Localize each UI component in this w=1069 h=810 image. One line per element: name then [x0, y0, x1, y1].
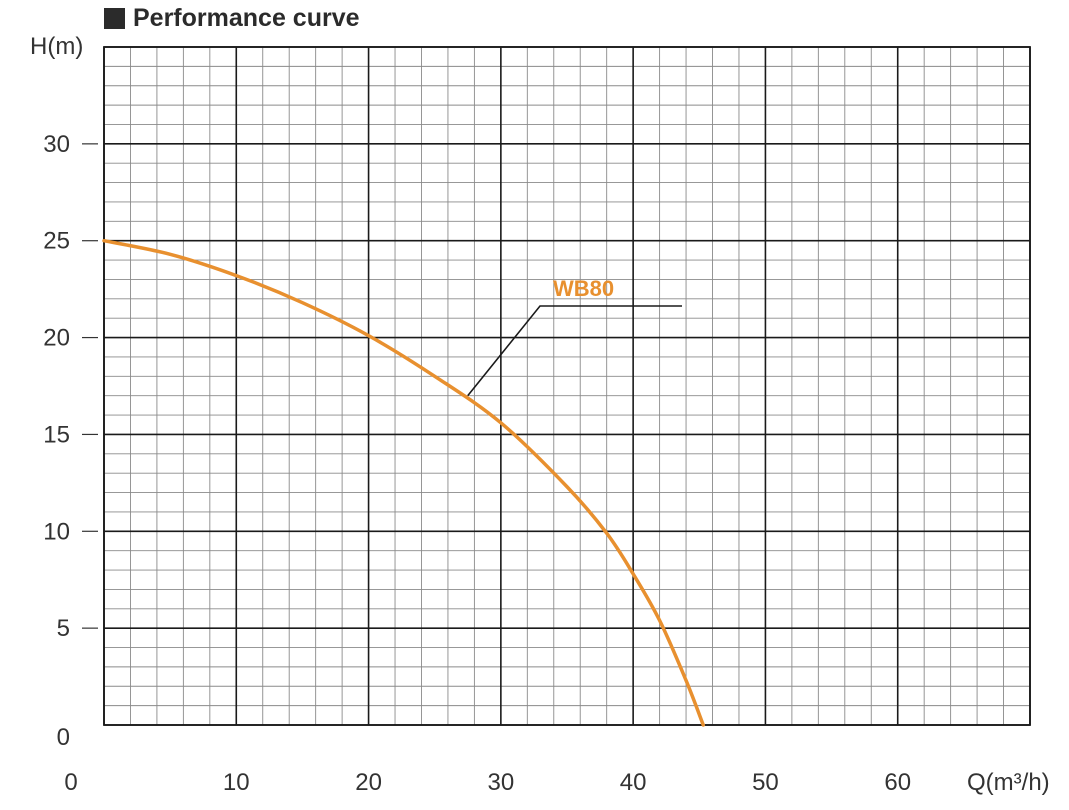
- y-axis-label: H(m): [30, 33, 83, 60]
- plot-area: [104, 47, 1030, 725]
- x-tick-label: 0: [64, 769, 77, 796]
- y-tick-label: 30: [43, 131, 70, 158]
- x-tick-label: 60: [884, 769, 911, 796]
- x-tick-label: 20: [355, 769, 382, 796]
- x-tick-label: 40: [620, 769, 647, 796]
- plot-border: [103, 46, 1031, 726]
- chart-title: Performance curve: [104, 4, 360, 33]
- annotation-leader-line: [467, 305, 682, 397]
- y-tick-label: 0: [57, 724, 70, 751]
- y-tick-label: 15: [43, 421, 70, 448]
- y-tick-label: 25: [43, 228, 70, 255]
- title-bullet-icon: [104, 8, 125, 29]
- x-tick-label: 50: [752, 769, 779, 796]
- y-tick-label: 10: [43, 518, 70, 545]
- y-tick-label: 20: [43, 325, 70, 352]
- series-label-wb80: WB80: [553, 276, 614, 301]
- x-tick-label: 10: [223, 769, 250, 796]
- series-line-wb80: [102, 238, 706, 727]
- chart-title-text: Performance curve: [133, 4, 360, 32]
- y-tick-label: 5: [57, 615, 70, 642]
- x-tick-label: 30: [488, 769, 515, 796]
- x-axis-label: Q(m³/h): [967, 769, 1050, 796]
